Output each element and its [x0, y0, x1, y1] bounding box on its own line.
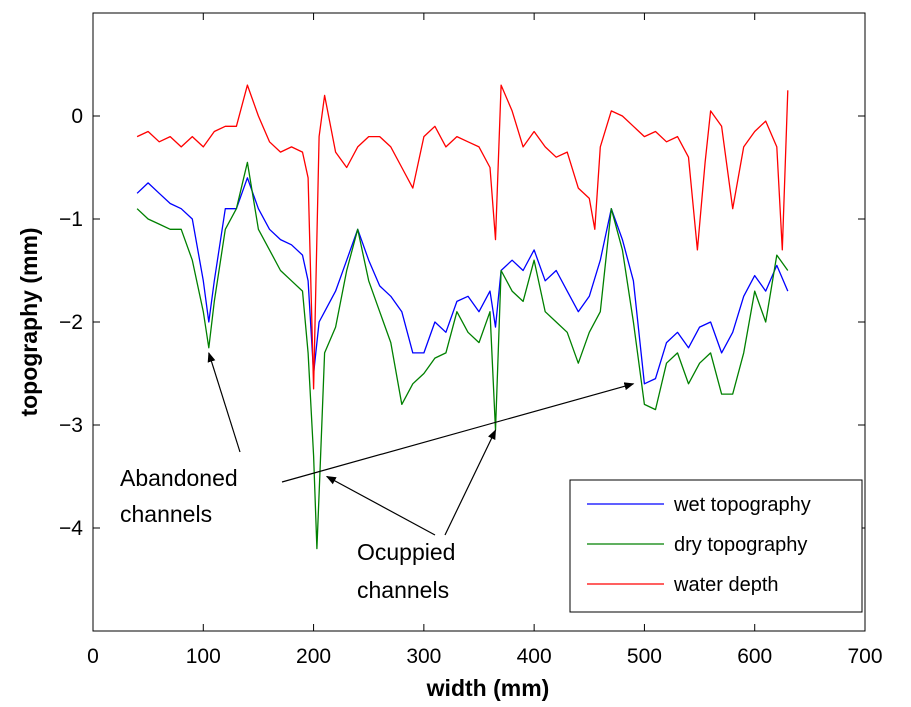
legend: wet topography dry topography water depth	[569, 479, 863, 613]
x-tick-label: 700	[847, 645, 882, 668]
y-tick-label: −2	[59, 311, 83, 334]
legend-entries: wet topography dry topography water depth	[587, 494, 811, 596]
series-line-0	[136, 177, 789, 385]
y-tick-label: −1	[59, 208, 83, 231]
y-tick-label: −4	[59, 517, 83, 540]
legend-label-1: dry topography	[674, 534, 807, 556]
series-line-1	[136, 161, 789, 550]
x-tick-label: 200	[296, 645, 331, 668]
y-tick-label: 0	[71, 105, 83, 128]
series-line-2	[136, 84, 789, 390]
annotation-arrow	[207, 351, 241, 453]
annotation-layer: Abandoned channels Ocuppied channels	[120, 351, 635, 603]
x-tick-label: 400	[517, 645, 552, 668]
legend-box	[569, 479, 863, 613]
annotation-arrow	[281, 382, 635, 483]
x-axis-title: width (mm)	[426, 675, 550, 701]
x-tick-label: 600	[737, 645, 772, 668]
series-layer	[136, 84, 789, 550]
annotation-occupied-line2: channels	[357, 577, 449, 603]
x-tick-label: 300	[406, 645, 441, 668]
annotation-occupied-line1: Ocuppied	[357, 539, 455, 565]
annotation-abandoned-line2: channels	[120, 501, 212, 527]
annotation-arrow	[325, 475, 436, 536]
y-tick-label: −3	[59, 414, 83, 437]
annotation-abandoned-line1: Abandoned	[120, 465, 238, 491]
y-axis-title: topography (mm)	[16, 227, 42, 416]
x-tick-label: 500	[627, 645, 662, 668]
x-tick-label: 100	[186, 645, 221, 668]
ticks-layer: 0 100 200 300 400 500 600 700 0 −1 −2 −3 −4	[59, 13, 883, 668]
x-tick-label: 0	[87, 645, 99, 668]
annotation-arrow	[444, 429, 497, 536]
legend-label-2: water depth	[673, 574, 779, 596]
legend-label-0: wet topography	[673, 494, 811, 516]
